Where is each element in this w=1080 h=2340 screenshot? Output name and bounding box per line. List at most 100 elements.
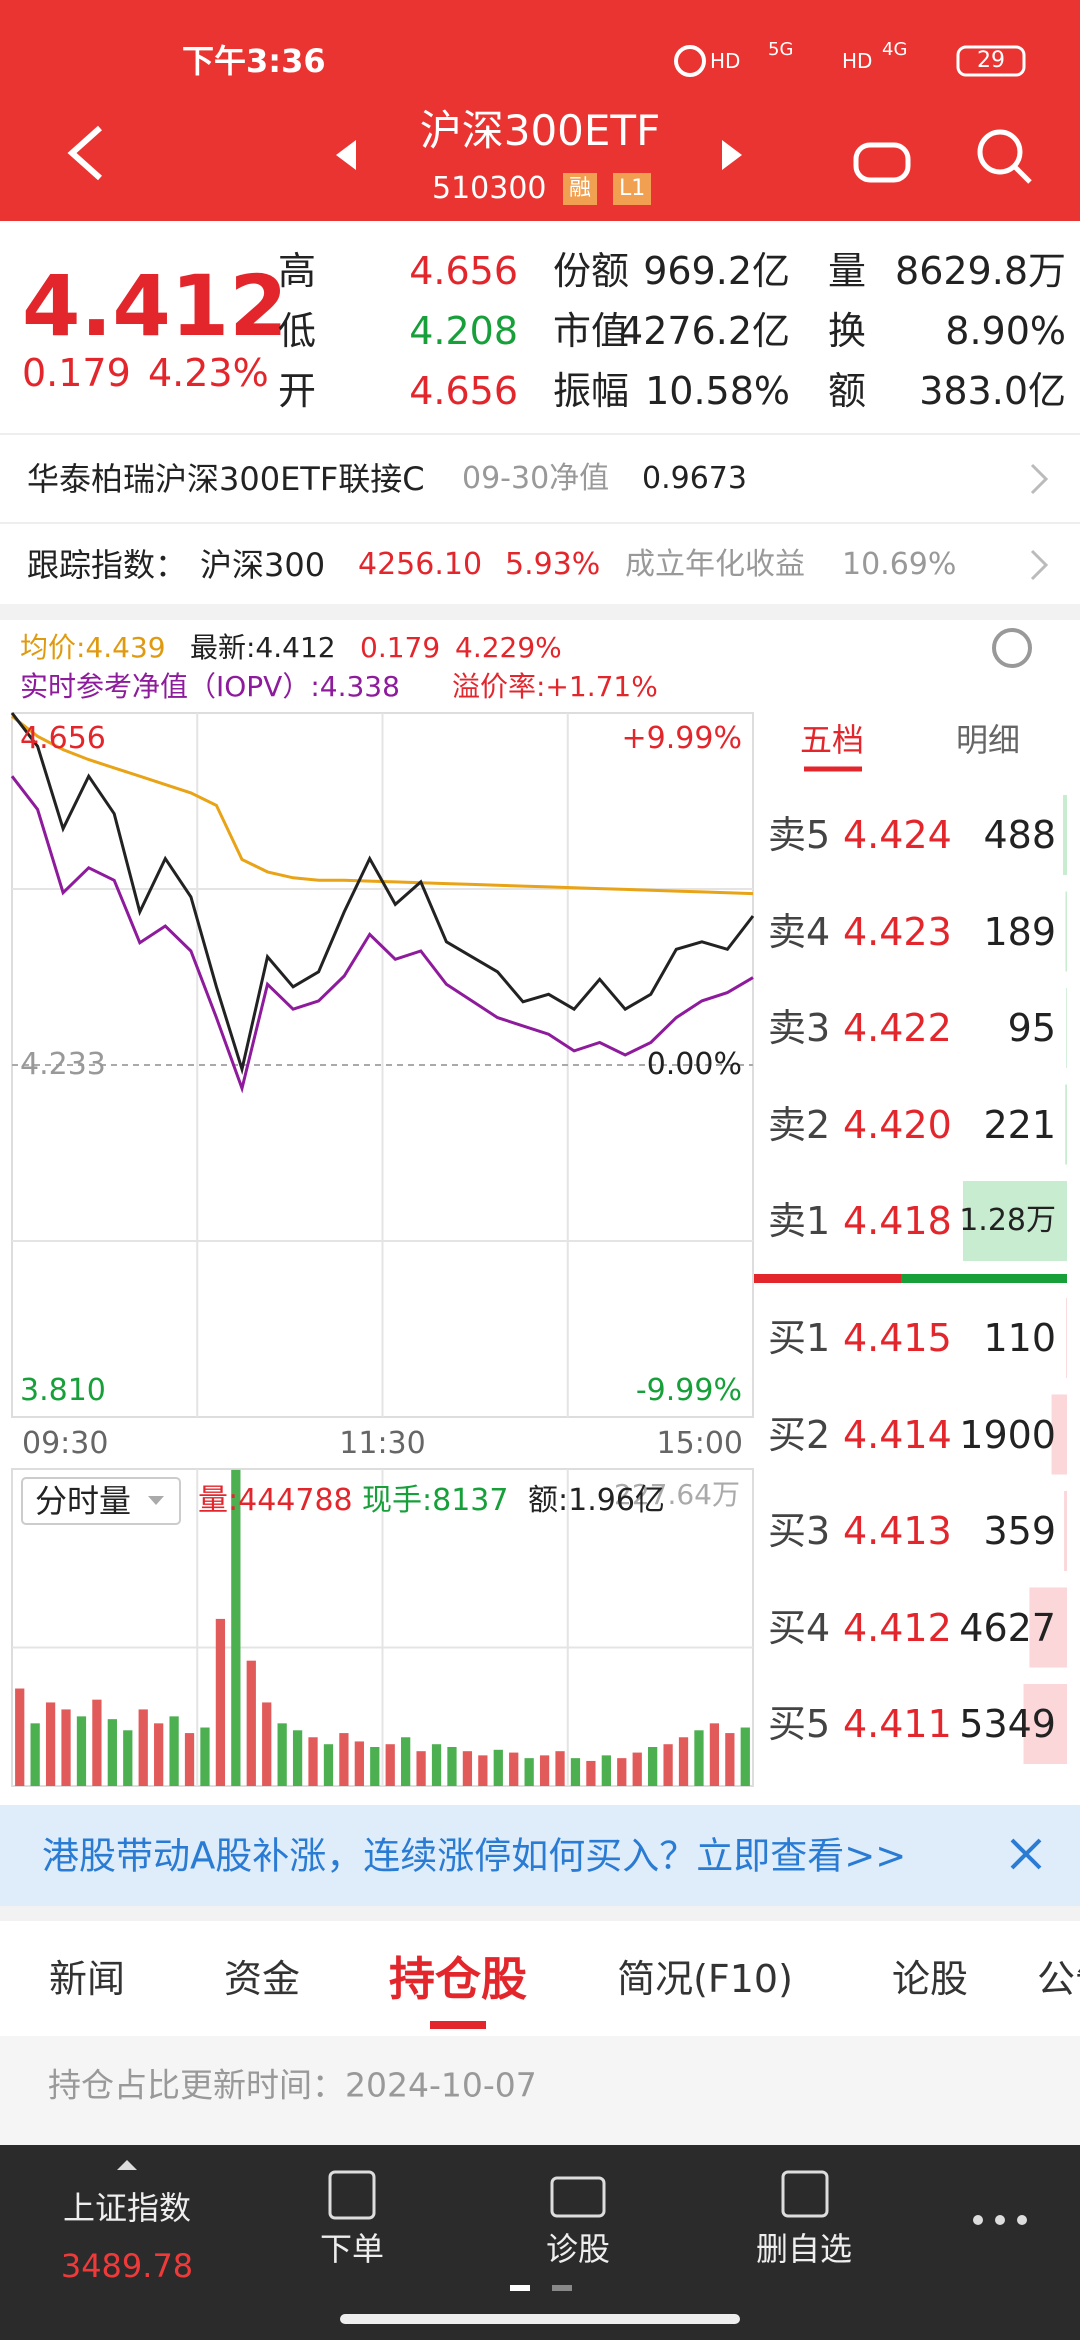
volume-bar	[524, 1758, 534, 1786]
tab[interactable]: 公告	[1036, 1957, 1080, 2001]
banner-bg[interactable]	[0, 1805, 1080, 1906]
prev-button[interactable]	[336, 140, 356, 170]
price-line	[10, 712, 755, 1075]
more-dot	[995, 2215, 1005, 2225]
book-label: 卖1	[768, 1199, 831, 1243]
book-tab[interactable]: 五档	[799, 721, 865, 759]
volume-bar	[292, 1730, 303, 1786]
book-price: 4.424	[843, 813, 952, 857]
section-gap	[0, 604, 1080, 620]
volume-bar	[385, 1744, 395, 1786]
volume-bar	[586, 1760, 596, 1786]
volume-bar	[709, 1723, 720, 1786]
page-dot	[510, 2285, 530, 2291]
stat-value: 4.656	[409, 369, 518, 413]
volume-bar	[107, 1719, 117, 1786]
volume-bar	[154, 1723, 164, 1786]
iopv: 实时参考净值（IOPV）:4.338	[20, 670, 400, 703]
book-price: 4.412	[843, 1605, 952, 1650]
book-price: 4.415	[843, 1316, 952, 1360]
nav-index-name[interactable]: 上证指数	[62, 2189, 192, 2227]
settings-icon[interactable]	[992, 628, 1032, 668]
volume-bar	[246, 1660, 256, 1786]
depth-bar	[1065, 1084, 1067, 1165]
price-change: 0.179	[22, 351, 131, 395]
book-price: 4.423	[843, 909, 952, 954]
stock-title: 沪深300ETF	[419, 106, 661, 155]
tab[interactable]: 论股	[891, 1957, 969, 2001]
volume-bar	[509, 1752, 519, 1786]
volume-hand: 现手:8137	[362, 1483, 509, 1518]
chevron[interactable]	[1030, 463, 1049, 495]
nav-item[interactable]: 诊股	[545, 2230, 611, 2268]
volume-bar	[632, 1752, 642, 1786]
avg-price: 均价:4.439	[20, 631, 166, 664]
nav-index-value: 3489.78	[60, 2247, 194, 2285]
book-tab[interactable]: 明细	[955, 721, 1021, 759]
stat-label: 换	[828, 309, 867, 353]
tab[interactable]: 资金	[223, 1957, 301, 2001]
volume-bar	[462, 1751, 473, 1786]
book-price: 4.422	[843, 1006, 952, 1050]
banner-text[interactable]: 港股带动A股补涨，连续涨停如何买入？立即查看>>	[42, 1834, 907, 1878]
volume-bar	[416, 1751, 426, 1786]
stock-code: 510300	[432, 171, 547, 206]
status-time: 下午3:36	[182, 42, 326, 80]
next-button[interactable]	[722, 140, 742, 170]
stat-value: 4276.2亿	[619, 309, 790, 353]
stat-value: 8629.8万	[895, 249, 1066, 293]
stat-value: 10.58%	[645, 369, 790, 413]
volume-selector[interactable]: 分时量	[35, 1482, 132, 1520]
book-label: 买3	[768, 1509, 831, 1553]
more-dot[interactable]	[973, 2215, 983, 2225]
battery-level: 29	[977, 48, 1005, 73]
stat-label: 振幅	[553, 369, 630, 413]
diagnose-icon	[550, 2176, 606, 2218]
depth-bar	[1029, 1587, 1067, 1668]
depth-bar	[1023, 1684, 1067, 1764]
volume-bar	[431, 1744, 442, 1786]
badge: 融	[563, 173, 598, 205]
book-volume: 1900	[959, 1412, 1056, 1457]
nav-item[interactable]: 删自选	[755, 2230, 853, 2268]
status-hd: HD	[710, 49, 741, 73]
book-label: 买5	[768, 1702, 831, 1746]
stat-label: 市值	[553, 309, 630, 353]
volume-bar	[231, 1469, 241, 1786]
stat-value: 8.90%	[945, 309, 1066, 353]
tab[interactable]: 新闻	[48, 1957, 126, 2001]
alarm-icon	[674, 45, 706, 77]
volume-bar	[601, 1755, 611, 1786]
split-bar-red	[753, 1274, 901, 1283]
selector-box[interactable]	[21, 1477, 181, 1525]
tab[interactable]: 简况(F10)	[617, 1957, 793, 2001]
status-net: 5G	[768, 39, 794, 60]
nav-value: 0.9673	[642, 461, 747, 496]
home-indicator	[340, 2314, 740, 2324]
book-volume: 488	[983, 813, 1056, 857]
tab[interactable]: 持仓股	[389, 1952, 527, 2006]
volume-bar	[493, 1749, 503, 1786]
volume-bar	[725, 1733, 735, 1786]
tab-gap	[0, 1906, 1080, 1921]
book-price: 4.418	[843, 1199, 952, 1243]
split-bar-green	[901, 1274, 1067, 1283]
y-tick-label: 4.233	[20, 1047, 106, 1082]
premium: 溢价率:+1.71%	[452, 670, 658, 703]
stat-label: 额	[828, 369, 867, 413]
depth-bar	[1063, 795, 1067, 875]
volume-bar	[76, 1716, 87, 1786]
fund-name[interactable]: 华泰柏瑞沪深300ETF联接C	[27, 460, 425, 498]
y-tick-label: 3.810	[20, 1373, 106, 1408]
search-icon[interactable]	[977, 129, 1023, 175]
robot-icon[interactable]	[853, 142, 911, 183]
annual-label: 成立年化收益	[625, 547, 805, 582]
volume-bar	[262, 1702, 272, 1786]
chevron[interactable]	[1030, 549, 1049, 581]
book-label: 买2	[768, 1412, 831, 1457]
status-hd: HD	[842, 49, 873, 73]
volume-bar	[370, 1747, 380, 1786]
back-button[interactable]	[67, 125, 102, 181]
nav-item[interactable]: 下单	[319, 2230, 385, 2268]
